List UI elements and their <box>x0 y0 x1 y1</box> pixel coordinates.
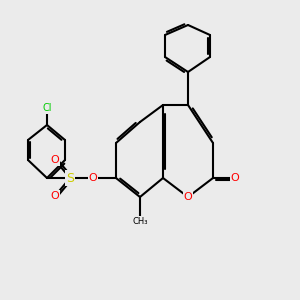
Text: O: O <box>231 173 239 183</box>
Text: CH₃: CH₃ <box>132 217 148 226</box>
Text: O: O <box>88 173 98 183</box>
Text: O: O <box>184 192 192 202</box>
Text: S: S <box>66 172 74 184</box>
Text: O: O <box>51 191 59 201</box>
Text: O: O <box>51 155 59 165</box>
Text: Cl: Cl <box>42 103 52 113</box>
